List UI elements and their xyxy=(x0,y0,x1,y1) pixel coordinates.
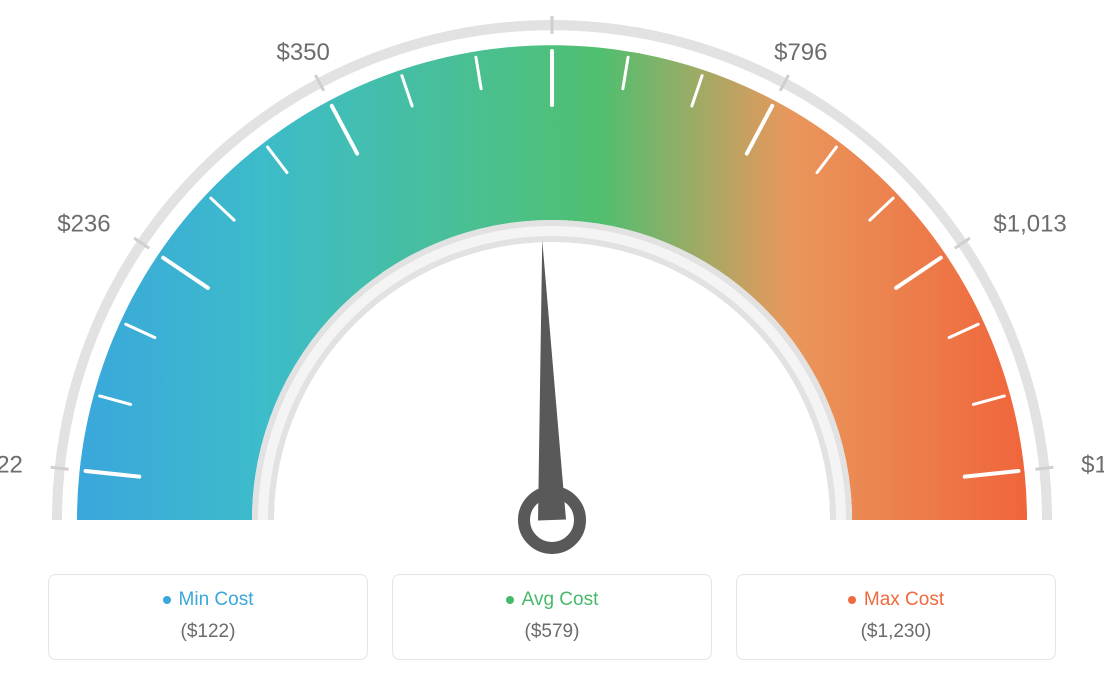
gauge-tick-label: $350 xyxy=(276,39,329,66)
legend-card-max: Max Cost ($1,230) xyxy=(736,574,1056,660)
chart-wrapper: $122 $236 $350 $579 $796 $1,013 $1,230 Min Cos… xyxy=(0,0,1104,690)
legend-avg-top: Avg Cost xyxy=(403,589,701,611)
legend-min-label: Min Cost xyxy=(179,589,254,611)
gauge-outer-tick xyxy=(1035,467,1053,469)
gauge-tick-label: $1,013 xyxy=(993,211,1066,238)
legend-min-value: ($122) xyxy=(59,621,357,643)
legend-max-top: Max Cost xyxy=(747,589,1045,611)
gauge-svg: $122 $236 $350 $579 $796 $1,013 $1,230 xyxy=(0,0,1104,575)
gauge-needle xyxy=(538,240,566,520)
gauge-tick-label: $122 xyxy=(0,452,23,479)
gauge-tick-label: $236 xyxy=(57,211,110,238)
legend-card-avg: Avg Cost ($579) xyxy=(392,574,712,660)
legend-avg-label: Avg Cost xyxy=(522,589,599,611)
legend-card-min: Min Cost ($122) xyxy=(48,574,368,660)
legend-max-value: ($1,230) xyxy=(747,621,1045,643)
gauge-outer-tick xyxy=(51,467,69,469)
gauge-area: $122 $236 $350 $579 $796 $1,013 $1,230 xyxy=(0,0,1104,560)
legend-avg-value: ($579) xyxy=(403,621,701,643)
legend-row: Min Cost ($122) Avg Cost ($579) Max Cost… xyxy=(0,574,1104,660)
gauge-tick-label: $1,230 xyxy=(1081,452,1104,479)
legend-max-label: Max Cost xyxy=(864,589,944,611)
legend-avg-dot xyxy=(506,596,514,604)
legend-min-dot xyxy=(163,596,171,604)
gauge-tick-label: $796 xyxy=(774,39,827,66)
legend-min-top: Min Cost xyxy=(59,589,357,611)
gauge-tick-label: $579 xyxy=(525,0,578,4)
legend-max-dot xyxy=(848,596,856,604)
